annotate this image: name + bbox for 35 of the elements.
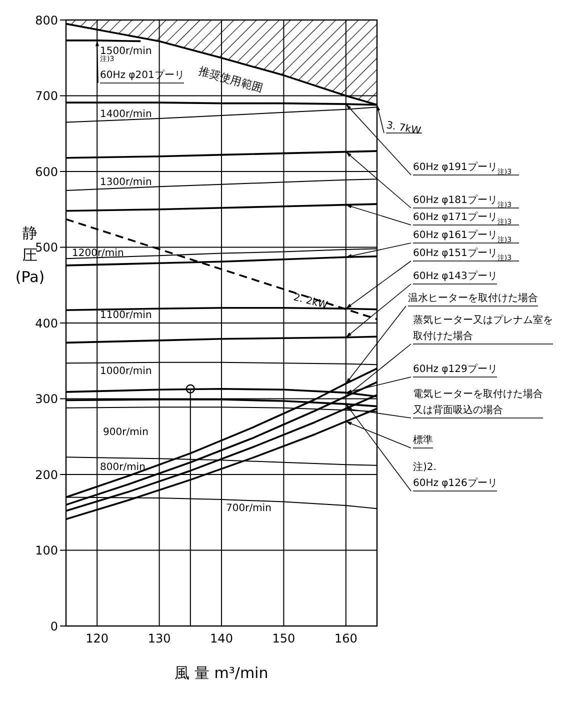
annotation: 1000r/min <box>100 366 152 377</box>
annotation: 900r/min <box>103 427 148 438</box>
text: 電気ヒーターを取付けた場合又は背面吸込の場合 <box>413 388 543 416</box>
text: 60Hz φ151プーリ$_{注)3}$ <box>413 247 512 262</box>
y-tick-label: 0 <box>50 619 58 634</box>
text: 60Hz φ161プーリ$_{注)3}$ <box>413 229 512 244</box>
x-tick-label: 130 <box>148 632 171 646</box>
annotation: 1100r/min <box>100 310 152 321</box>
x-tick-label: 160 <box>334 632 358 646</box>
y-tick-label: 600 <box>35 164 58 179</box>
text: 60Hz φ143プーリ <box>413 270 498 282</box>
text: 60Hz φ171プーリ$_{注)3}$ <box>413 211 512 226</box>
annotation: 800r/min <box>100 462 146 473</box>
x-tick-label: 120 <box>86 632 109 646</box>
text: 3. 7kW <box>385 120 422 138</box>
text: 60Hz φ191プーリ$_{注)3}$ <box>413 161 512 176</box>
annotation: 1400r/min <box>100 109 152 120</box>
x-tick-label: 150 <box>272 632 296 646</box>
y-tick-label: 200 <box>35 468 58 482</box>
text: 蒸気ヒーター又はプレナム室を取付けた場合 <box>413 314 553 342</box>
annotation: 700r/min <box>226 503 272 514</box>
y-tick-label: 700 <box>35 89 58 104</box>
x-tick-label: 140 <box>210 632 233 646</box>
annotation: 1300r/min <box>100 177 152 188</box>
text: 注)2. 60Hz φ126プーリ <box>413 461 498 489</box>
y-tick-label: 100 <box>35 544 58 558</box>
text: 60Hz φ129プーリ <box>413 363 498 375</box>
y-tick-label: 500 <box>35 240 58 255</box>
text: 標準 <box>413 434 433 446</box>
x-axis-title: 風 量 m³/min <box>174 664 268 682</box>
y-tick-label: 400 <box>35 316 58 330</box>
text: 60Hz φ181プーリ$_{注)3}$ <box>413 194 512 209</box>
text: 温水ヒーターを取付けた場合 <box>408 292 538 304</box>
y-tick-label: 300 <box>35 392 58 406</box>
y-tick-label: 800 <box>35 13 58 28</box>
